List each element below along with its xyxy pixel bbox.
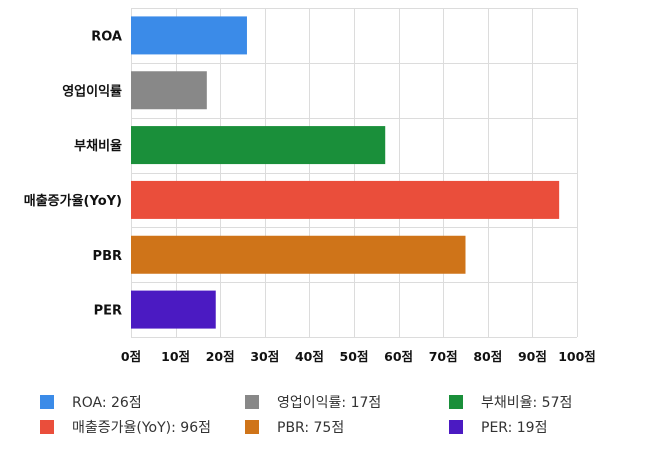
x-tick-label: 50점 [340, 349, 369, 364]
legend-item[interactable]: PER: 19점 [449, 417, 547, 437]
legend-label: 부채비율: 57점 [481, 395, 573, 411]
x-tick-labels: 0점 10점 20점 30점 40점 50점 60점 70점 80점 90점 100점 [121, 349, 596, 364]
grid-lines [131, 8, 578, 338]
category-label: 영업이익률 [62, 83, 122, 99]
bar-5[interactable] [131, 290, 216, 329]
x-tick-label: 0점 [121, 349, 141, 364]
x-tick-label: 10점 [161, 349, 190, 364]
category-label: 매출증가율(YoY) [24, 193, 122, 209]
category-label: ROA [91, 29, 122, 44]
legend-swatch [40, 395, 54, 409]
legend-label: ROA: 26점 [72, 395, 142, 411]
bar-1[interactable] [131, 71, 207, 110]
legend-label: 영업이익률: 17점 [277, 395, 382, 411]
legend-label: 매출증가율(YoY): 96점 [72, 420, 211, 436]
legend-item[interactable]: 부채비율: 57점 [449, 392, 572, 412]
legend-swatch [449, 420, 463, 434]
category-label: PER [94, 304, 122, 319]
bars [131, 16, 560, 329]
x-tick-label: 40점 [295, 349, 324, 364]
bar-2[interactable] [131, 126, 386, 165]
legend-label: PBR: 75점 [277, 420, 345, 436]
bar-4[interactable] [131, 235, 466, 274]
x-tick-label: 80점 [473, 349, 502, 364]
legend-item[interactable]: 영업이익률: 17점 [245, 392, 381, 412]
x-tick-label: 30점 [250, 349, 279, 364]
legend-label: PER: 19점 [481, 420, 548, 436]
x-tick-label: 20점 [206, 349, 235, 364]
legend-swatch [449, 395, 463, 409]
x-tick-label: 100점 [558, 349, 596, 364]
x-tick-label: 90점 [518, 349, 547, 364]
legend-swatch [245, 420, 259, 434]
bar-3[interactable] [131, 180, 560, 219]
category-label: 부채비율 [74, 138, 122, 154]
legend-item[interactable]: ROA: 26점 [40, 392, 142, 412]
category-label: PBR [93, 249, 122, 264]
x-tick-label: 60점 [384, 349, 413, 364]
x-tick-label: 70점 [429, 349, 458, 364]
legend-swatch [245, 395, 259, 409]
legend-item[interactable]: 매출증가율(YoY): 96점 [40, 417, 211, 437]
bar-0[interactable] [131, 16, 247, 55]
legend-item[interactable]: PBR: 75점 [245, 417, 344, 437]
legend-swatch [40, 420, 54, 434]
